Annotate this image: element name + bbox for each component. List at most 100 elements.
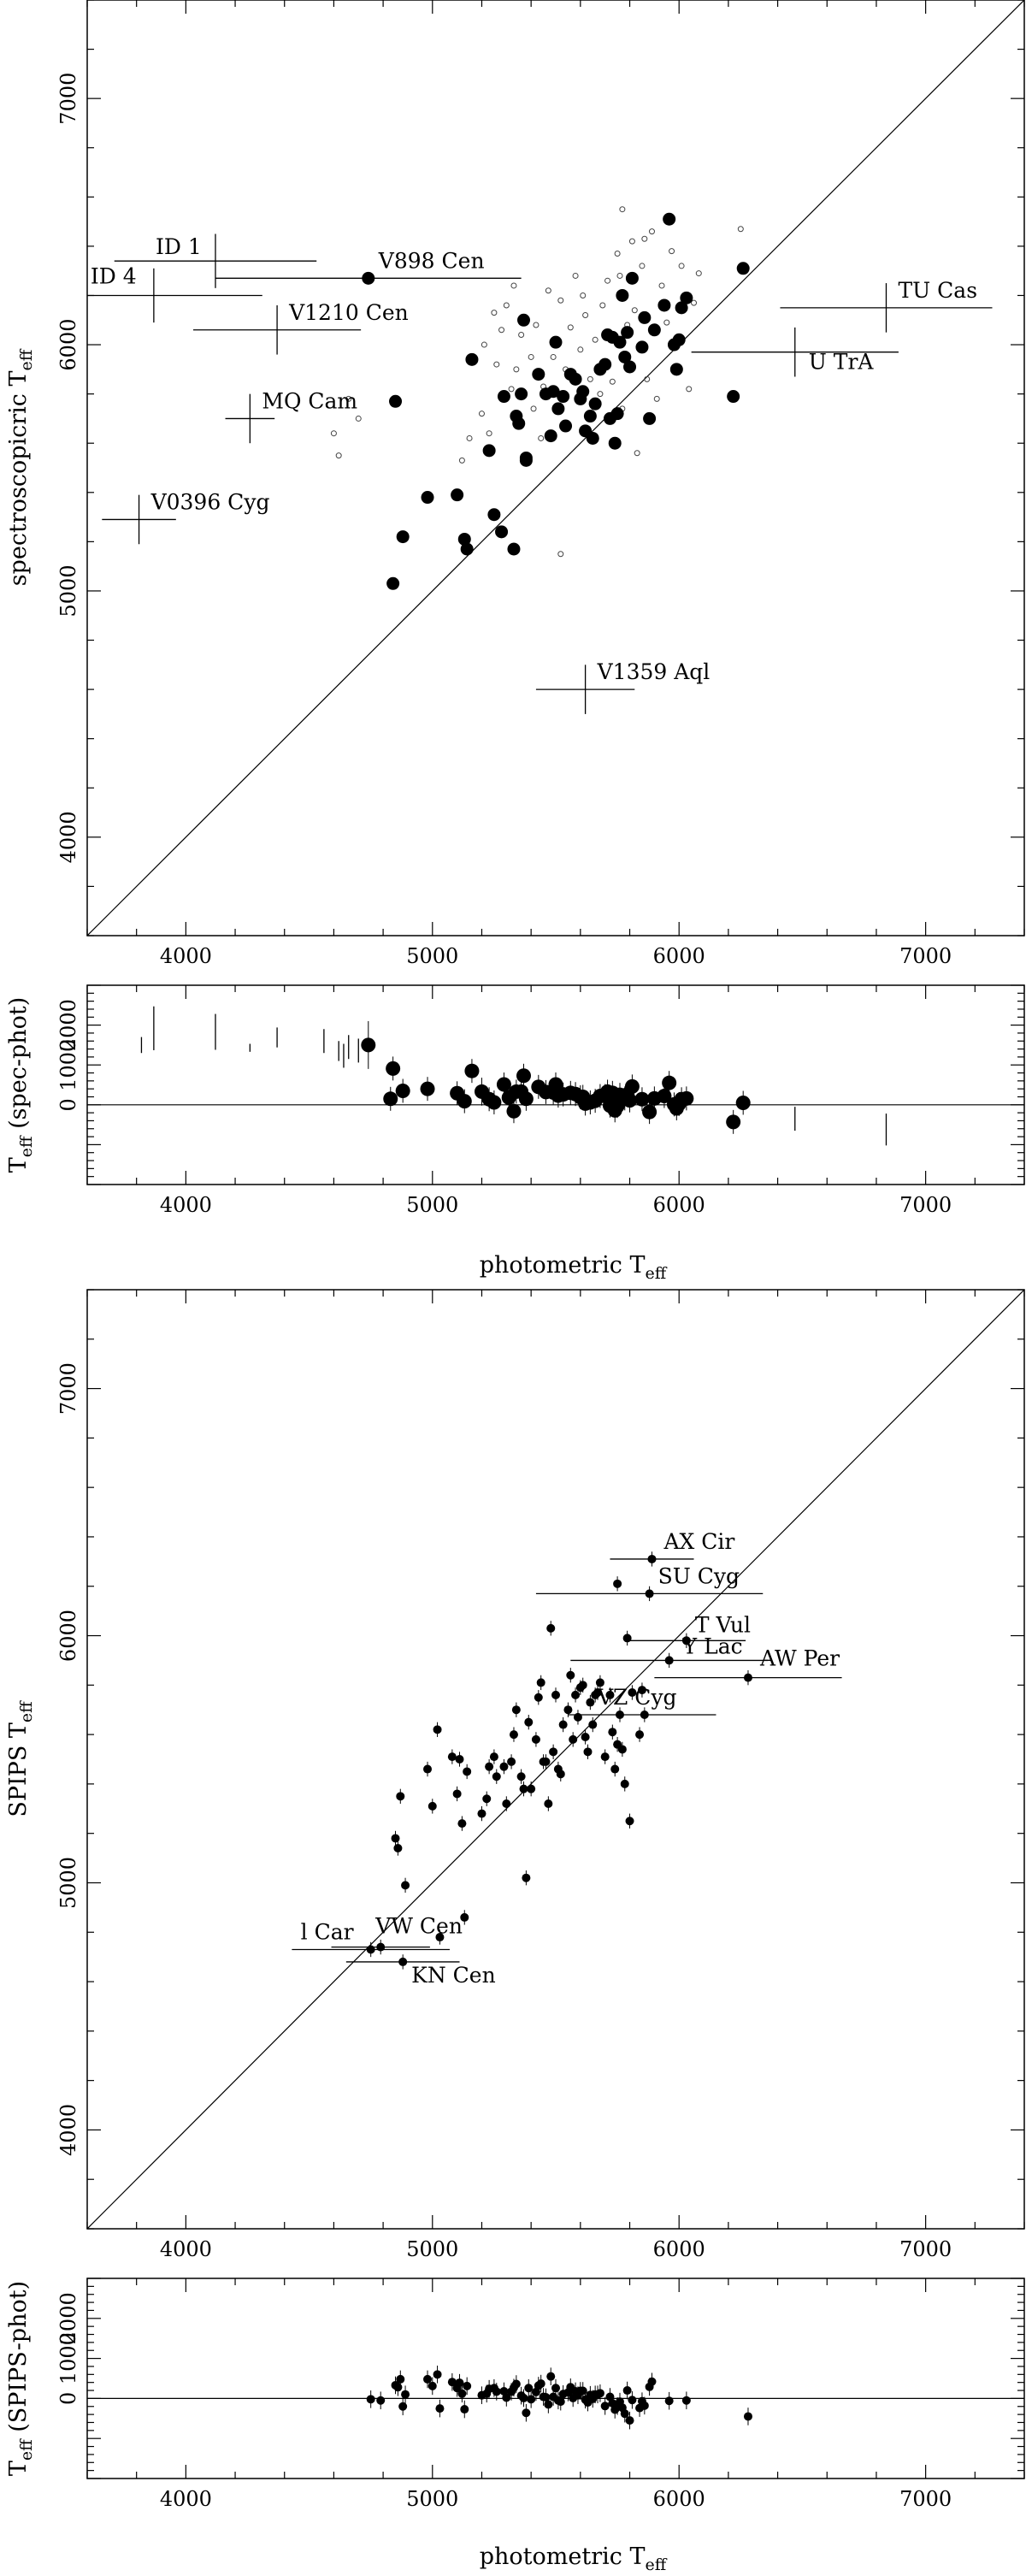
spips-point bbox=[452, 1789, 462, 1799]
filled-circle-point bbox=[482, 444, 496, 458]
x-tick-label: 5000 bbox=[406, 2237, 458, 2261]
residual-point bbox=[662, 1075, 677, 1090]
spips-point bbox=[455, 1755, 464, 1764]
residual-point bbox=[460, 2405, 469, 2414]
star-label: ID 1 bbox=[156, 234, 202, 259]
x-axis-label-subscript: eff bbox=[645, 1264, 667, 1283]
star-label: KN Cen bbox=[411, 1963, 496, 1988]
filled-circle-point bbox=[451, 488, 464, 502]
residual-point bbox=[457, 2389, 467, 2398]
filled-circle-point bbox=[613, 335, 627, 349]
y-tick-label: 0 bbox=[56, 2392, 80, 2405]
residual-point bbox=[657, 1089, 672, 1104]
open-circle-point bbox=[639, 263, 646, 269]
spips-point bbox=[536, 1678, 545, 1687]
star-label: TU Cas bbox=[898, 278, 977, 303]
residual-point bbox=[679, 1090, 694, 1106]
filled-circle-point bbox=[669, 363, 683, 376]
star-label: AX Cir bbox=[663, 1529, 734, 1554]
filled-circle-point bbox=[532, 368, 545, 381]
residual-point bbox=[502, 2393, 511, 2402]
residual-point bbox=[551, 2384, 560, 2393]
open-circle-point bbox=[330, 430, 337, 437]
x-axis-label-main: photometric T bbox=[480, 1252, 646, 1279]
spips-point bbox=[551, 1690, 560, 1699]
filled-circle-point bbox=[517, 313, 531, 327]
x-tick-label: 4000 bbox=[160, 944, 212, 968]
residual-point bbox=[516, 1068, 532, 1084]
star-label: SU Cyg bbox=[658, 1563, 740, 1588]
y-axis-label-tail: (spec-phot) bbox=[5, 997, 32, 1137]
open-circle-point bbox=[481, 341, 487, 348]
spips-point bbox=[613, 1579, 622, 1588]
open-circle-point bbox=[648, 228, 655, 235]
star-label: AW Per bbox=[759, 1646, 840, 1671]
filled-circle-point bbox=[663, 212, 676, 226]
open-circle-point bbox=[355, 415, 362, 422]
filled-circle-point bbox=[727, 390, 740, 404]
filled-circle-point bbox=[625, 271, 639, 285]
residual-point bbox=[447, 2378, 457, 2387]
spips-point bbox=[507, 1757, 516, 1766]
residual-point bbox=[496, 1077, 511, 1092]
y-tick-label: 2000 bbox=[56, 999, 80, 1051]
open-circle-point bbox=[557, 551, 564, 558]
residual-point bbox=[595, 2389, 604, 2398]
open-circle-point bbox=[572, 272, 579, 279]
filled-circle-point bbox=[487, 508, 501, 522]
identity-line bbox=[87, 0, 1024, 936]
filled-circle-point bbox=[635, 340, 649, 354]
spips-point bbox=[423, 1764, 433, 1774]
spips-point bbox=[605, 1690, 615, 1699]
identity-line bbox=[87, 1290, 1024, 2229]
spips-point bbox=[635, 1730, 645, 1740]
filled-circle-point bbox=[507, 542, 521, 556]
residual-point bbox=[527, 2395, 536, 2404]
plot-frame bbox=[86, 0, 1025, 936]
plot-area bbox=[87, 0, 1024, 936]
filled-circle-point bbox=[549, 335, 563, 349]
residual-point bbox=[625, 2416, 634, 2425]
spips-point bbox=[569, 1734, 578, 1744]
residual-point bbox=[386, 1061, 401, 1076]
filled-circle-point bbox=[586, 431, 599, 445]
open-circle-point bbox=[619, 206, 626, 213]
star-label: T Vul bbox=[695, 1612, 751, 1637]
open-circle-point bbox=[530, 405, 537, 412]
open-circle-point bbox=[550, 353, 557, 360]
x-tick-label: 7000 bbox=[899, 2237, 952, 2261]
spips-point bbox=[593, 1687, 603, 1697]
spips-point bbox=[588, 1720, 598, 1729]
residual-point bbox=[420, 1081, 435, 1096]
residual-point bbox=[518, 1091, 534, 1107]
filled-circle-point bbox=[559, 419, 573, 433]
filled-circle-point bbox=[598, 357, 612, 371]
filled-circle-point bbox=[497, 390, 510, 404]
residual-point bbox=[519, 2393, 528, 2402]
residual-point bbox=[536, 2379, 545, 2389]
residual-point bbox=[622, 1093, 638, 1108]
residual-point bbox=[383, 1091, 398, 1107]
star-label: V1210 Cen bbox=[288, 300, 409, 325]
spips-point bbox=[600, 1752, 610, 1762]
spips-point bbox=[583, 1747, 593, 1757]
open-circle-point bbox=[466, 434, 473, 441]
filled-circle-point bbox=[736, 262, 750, 275]
open-circle-point bbox=[582, 312, 589, 319]
plot-area bbox=[87, 2366, 1024, 2430]
spips-point bbox=[502, 1799, 511, 1809]
residual-point bbox=[492, 2387, 501, 2396]
spips-point bbox=[393, 1844, 403, 1853]
residual-point bbox=[524, 2384, 534, 2393]
residual-point bbox=[433, 2370, 442, 2379]
filled-circle-point bbox=[457, 532, 471, 546]
residual-point bbox=[556, 2397, 565, 2407]
filled-circle-point bbox=[576, 385, 590, 399]
filled-circle-point bbox=[465, 352, 479, 366]
y-axis-label-main: T bbox=[5, 1157, 32, 1173]
y-axis-label-main: spectroscopicric T bbox=[5, 370, 32, 586]
y-tick-label: 1000 bbox=[56, 2332, 80, 2384]
y-tick-label: 4000 bbox=[56, 2104, 80, 2156]
spips-point bbox=[435, 1933, 445, 1942]
spips-point bbox=[608, 1728, 617, 1737]
